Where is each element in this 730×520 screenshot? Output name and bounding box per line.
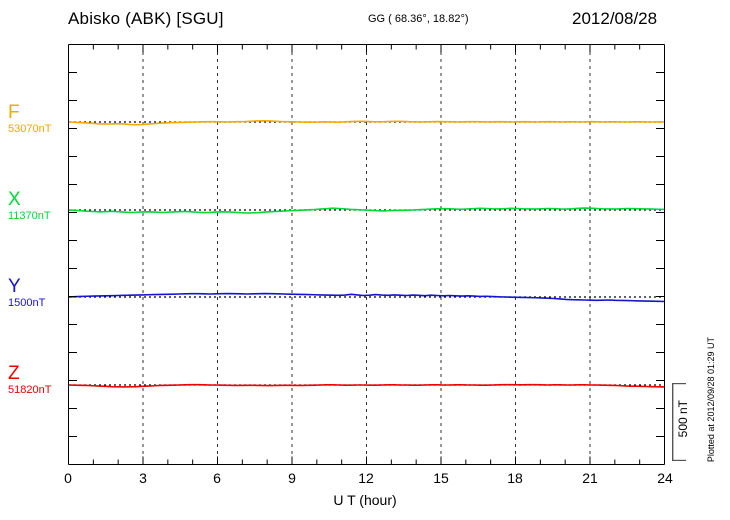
- xtick-label-0: 0: [64, 470, 72, 486]
- x-axis-title: U T (hour): [333, 492, 397, 508]
- trace-lines: [68, 120, 665, 388]
- component-baseline-z: 51820nT: [8, 384, 52, 396]
- component-baseline-x: 11370nT: [8, 210, 51, 222]
- component-label-z: Z 51820nT: [8, 364, 62, 397]
- baseline-dotted-lines: [69, 121, 664, 386]
- component-label-f: F 53070nT: [8, 103, 62, 136]
- xtick-label-6: 6: [213, 470, 221, 486]
- component-letter-z: Z: [8, 363, 20, 384]
- grid-lines: [142, 45, 591, 464]
- axis-ticks: [68, 44, 665, 465]
- component-baseline-y: 1500nT: [8, 297, 46, 309]
- observation-date: 2012/08/28: [572, 9, 658, 28]
- xtick-label-3: 3: [139, 470, 147, 486]
- geographic-coordinates: GG ( 68.36°, 18.82°): [368, 13, 469, 25]
- axis-frame: [68, 44, 665, 465]
- component-baseline-f: 53070nT: [8, 123, 52, 135]
- xtick-label-24: 24: [657, 470, 673, 486]
- magnetogram-plot: [68, 44, 665, 465]
- xtick-label-12: 12: [358, 470, 374, 486]
- magnetogram-svg: [68, 44, 665, 465]
- xtick-label-21: 21: [582, 470, 598, 486]
- scale-bar: [672, 383, 686, 461]
- plotted-at-timestamp: Plotted at 2012/09/28 01:29 UT: [706, 337, 716, 463]
- component-label-x: X 11370nT: [8, 190, 62, 223]
- xtick-label-18: 18: [507, 470, 523, 486]
- component-letter-x: X: [8, 189, 21, 210]
- page-title: Abisko (ABK) [SGU]: [68, 9, 224, 28]
- component-letter-y: Y: [8, 276, 21, 297]
- xtick-label-15: 15: [433, 470, 449, 486]
- component-letter-f: F: [8, 102, 20, 123]
- scale-bar-label: 500 nT: [676, 400, 690, 438]
- component-label-y: Y 1500nT: [8, 277, 62, 310]
- xtick-label-9: 9: [288, 470, 296, 486]
